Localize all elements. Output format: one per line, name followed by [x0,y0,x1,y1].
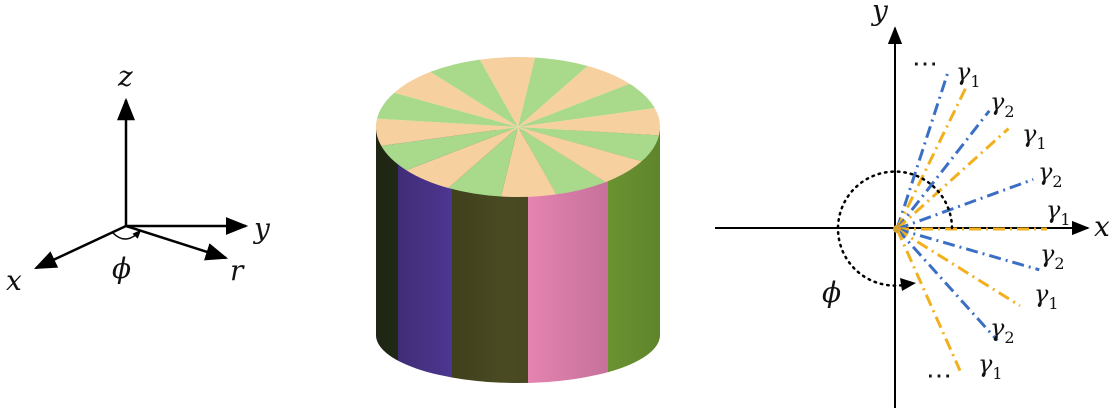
left-axes: z y x r ϕ [6,60,271,297]
gamma-label: γ1 [978,350,1003,383]
top-sector [518,127,642,183]
phi-arc-arrowhead [900,278,916,291]
x-label: x [6,264,22,297]
right-phi-label: ϕ [822,276,841,309]
cylinder [375,57,661,383]
gamma-label: γ2 [1040,240,1065,273]
gamma-line [895,227,999,342]
gamma-line [895,109,991,230]
top-sector [518,108,661,136]
top-sector [479,57,535,127]
top-sector [406,127,518,188]
gamma-label: γ2 [990,88,1015,121]
top-sector [518,66,630,127]
gamma-label: γ2 [1038,158,1063,191]
gamma-label: γ1 [1022,120,1047,153]
top-sector [518,57,588,127]
top-sector [381,127,518,171]
gamma-lines [895,71,1047,372]
phi-label: ϕ [112,252,131,285]
ellipsis-top: ⋯ [912,49,938,79]
origin-dot [893,225,901,233]
top-sector [377,92,518,127]
top-sector [501,127,557,197]
gamma-label: γ2 [990,314,1015,347]
gamma-line [896,227,1021,308]
top-sector [430,59,518,127]
gamma-line [895,84,969,230]
r-axis [125,224,229,261]
gamma-label: γ1 [1046,196,1071,229]
top-sector [518,83,655,127]
gamma-line [896,177,1034,231]
right-y-label: y [870,0,889,27]
top-sector [518,127,659,162]
phi-dotted-arc [836,170,954,287]
gamma-line [895,127,1010,231]
top-sector [375,118,518,146]
phi-arc [112,229,142,240]
z-label: z [117,60,133,93]
x-axis [33,224,127,270]
top-sector [394,71,518,127]
gamma-line [895,228,962,372]
ellipsis-bottom: ⋯ [926,361,952,391]
right-x-label: x [1094,210,1110,243]
cylinder-top [375,57,661,197]
top-sector [448,127,518,197]
gamma-line [895,71,950,230]
top-sector [518,127,606,195]
gamma-line [896,227,1040,272]
y-label: y [252,212,271,245]
r-label: r [230,254,245,287]
gamma-label: γ1 [1034,280,1059,313]
gamma-label: γ1 [956,58,981,91]
